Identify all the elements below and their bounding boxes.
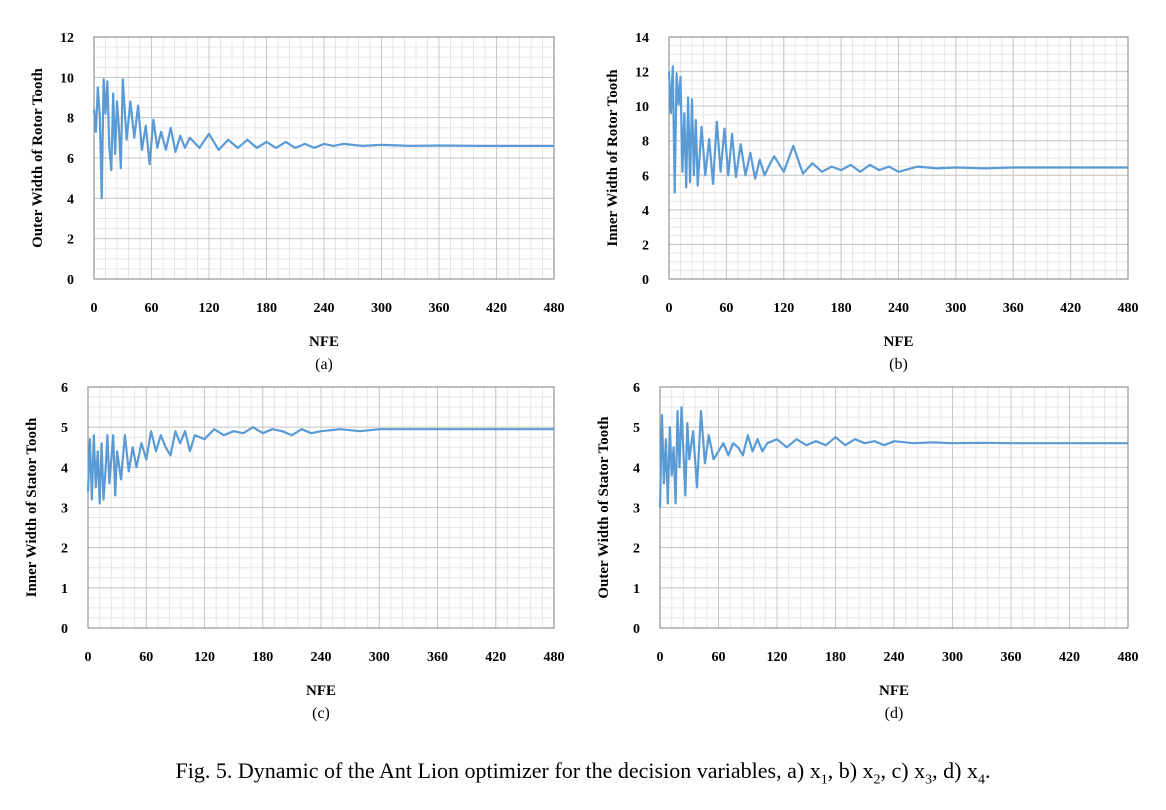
chart-panel-b: 0 60 120 180 240 300 360 420 480 0 2 4 6 8 10 12 14 NFE (b… [605, 31, 1139, 373]
y-tick-label: 0 [67, 273, 74, 288]
x-tick-label: 480 [1118, 650, 1139, 665]
x-axis-label: NFE [309, 334, 339, 350]
x-tick-label: 240 [314, 301, 335, 316]
x-tick-label: 240 [888, 301, 909, 316]
y-tick-label: 1 [61, 582, 68, 597]
figure-caption: Fig. 5. Dynamic of the Ant Lion optimize… [175, 758, 991, 788]
x-tick-label: 120 [194, 650, 215, 665]
y-tick-label: 6 [642, 169, 649, 184]
series-line [92, 78, 554, 200]
x-tick-label: 0 [666, 301, 673, 316]
x-tick-label: 120 [767, 650, 788, 665]
x-tick-label: 300 [942, 650, 963, 665]
x-tick-label: 480 [544, 301, 565, 316]
y-tick-label: 3 [61, 502, 68, 517]
y-tick-label: 8 [67, 112, 74, 127]
x-tick-label: 0 [657, 650, 664, 665]
x-tick-label: 480 [1118, 301, 1139, 316]
x-tick-label: 0 [85, 650, 92, 665]
y-axis-label: Inner Width of Rotor Tooth [605, 69, 621, 247]
x-axis-label: NFE [306, 683, 336, 699]
x-tick-label: 300 [945, 301, 966, 316]
x-axis-label: NFE [879, 683, 909, 699]
y-tick-label: 4 [642, 204, 649, 219]
y-tick-label: 5 [61, 421, 68, 436]
x-tick-label: 420 [486, 301, 507, 316]
grid-lines [87, 386, 555, 629]
panel-label: (a) [315, 356, 333, 373]
y-tick-label: 6 [633, 381, 640, 396]
x-tick-label: 360 [429, 301, 450, 316]
y-tick-label: 12 [60, 31, 74, 46]
grid-lines [659, 386, 1129, 629]
y-tick-label: 2 [633, 542, 640, 557]
y-axis-label: Outer Width of Rotor Tooth [30, 67, 46, 247]
x-tick-label: 120 [773, 301, 794, 316]
y-tick-label: 10 [60, 71, 74, 86]
x-tick-label: 120 [199, 301, 220, 316]
x-tick-label: 240 [884, 650, 905, 665]
plot-area-border [87, 386, 555, 629]
x-tick-label: 180 [831, 301, 852, 316]
y-tick-label: 4 [67, 192, 74, 207]
y-tick-label: 2 [642, 238, 649, 253]
grid-lines [668, 36, 1129, 280]
y-tick-label: 1 [633, 582, 640, 597]
x-tick-label: 60 [719, 301, 733, 316]
y-tick-label: 12 [635, 66, 649, 81]
panel-label: (c) [312, 705, 330, 722]
y-tick-label: 10 [635, 100, 649, 115]
y-tick-label: 5 [633, 421, 640, 436]
series-line [667, 65, 1128, 194]
x-tick-label: 60 [712, 650, 726, 665]
y-tick-label: 6 [67, 152, 74, 167]
x-tick-label: 180 [256, 301, 277, 316]
x-tick-label: 420 [1059, 650, 1080, 665]
x-tick-label: 0 [91, 301, 98, 316]
x-tick-label: 180 [252, 650, 273, 665]
x-tick-label: 360 [1001, 650, 1022, 665]
x-tick-label: 480 [544, 650, 565, 665]
x-tick-label: 360 [427, 650, 448, 665]
y-tick-label: 4 [61, 461, 68, 476]
x-axis-label: NFE [884, 334, 914, 350]
x-tick-label: 420 [485, 650, 506, 665]
y-tick-label: 0 [642, 273, 649, 288]
series-line [658, 406, 1128, 508]
y-axis-label: Outer Width of Stator Tooth [596, 416, 612, 599]
grid-lines [93, 36, 555, 280]
y-tick-label: 0 [61, 622, 68, 637]
y-tick-label: 2 [61, 542, 68, 557]
panel-label: (d) [885, 705, 904, 722]
x-tick-label: 300 [369, 650, 390, 665]
x-tick-label: 60 [145, 301, 159, 316]
plot-area-border [93, 36, 555, 280]
y-tick-label: 3 [633, 502, 640, 517]
chart-panel-a: 0 60 120 180 240 300 360 420 480 0 2 4 6 8 10 12 NFE (a) O… [30, 31, 565, 373]
y-tick-label: 14 [635, 31, 649, 46]
y-tick-label: 0 [633, 622, 640, 637]
x-tick-label: 240 [311, 650, 332, 665]
chart-panel-c: 0 60 120 180 240 300 360 420 480 0 1 2 3 4 5 6 NFE (c) Inn… [24, 381, 565, 722]
y-tick-label: 2 [67, 233, 74, 248]
y-tick-label: 6 [61, 381, 68, 396]
panel-label: (b) [889, 356, 908, 373]
x-tick-label: 180 [825, 650, 846, 665]
x-tick-label: 420 [1060, 301, 1081, 316]
x-tick-label: 360 [1003, 301, 1024, 316]
chart-panel-d: 0 60 120 180 240 300 360 420 480 0 1 2 3 4 5 6 NFE (d) Out… [596, 381, 1139, 722]
x-tick-label: 300 [371, 301, 392, 316]
plot-area-border [668, 36, 1129, 280]
x-tick-label: 60 [139, 650, 153, 665]
y-axis-label: Inner Width of Stator Tooth [24, 417, 40, 597]
series-line [86, 426, 554, 505]
y-tick-label: 4 [633, 461, 640, 476]
y-tick-label: 8 [642, 135, 649, 150]
